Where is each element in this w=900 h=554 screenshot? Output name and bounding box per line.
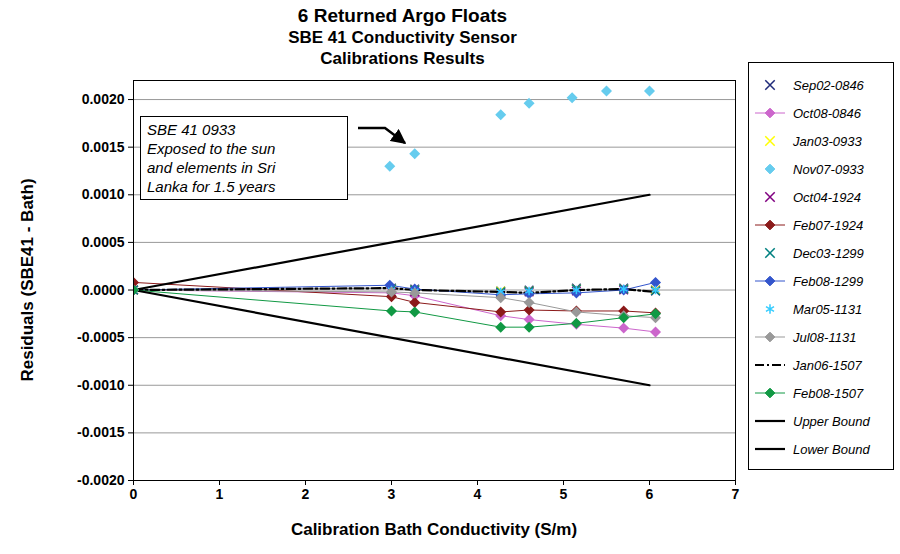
html-text:Oct04-1924: Oct04-1924: [793, 189, 861, 205]
html-text:Exposed to the sun: Exposed to the sun: [147, 140, 276, 157]
svg-text:4: 4: [474, 486, 482, 502]
svg-text:0.0010: 0.0010: [82, 186, 125, 202]
svg-text:5: 5: [560, 486, 568, 502]
svg-text:0.0000: 0.0000: [82, 282, 125, 298]
svg-text:0.0015: 0.0015: [82, 139, 125, 155]
svg-text:1: 1: [216, 486, 224, 502]
html-text:Residuals (SBE41 - Bath): Residuals (SBE41 - Bath): [18, 178, 37, 382]
html-text:and elements in Sri: and elements in Sri: [147, 159, 276, 176]
html-text:Lanka for 1.5 years: Lanka for 1.5 years: [147, 178, 276, 195]
html-text:SBE 41 0933: SBE 41 0933: [147, 121, 236, 138]
svg-text:-0.0005: -0.0005: [77, 329, 125, 345]
svg-text:-0.0020: -0.0020: [77, 472, 125, 488]
html-text:6 Returned Argo Floats: 6 Returned Argo Floats: [297, 5, 508, 26]
html-text:Calibrations Results: Calibrations Results: [320, 49, 485, 68]
html-text:Oct08-0846: Oct08-0846: [793, 105, 861, 121]
svg-text:3: 3: [388, 486, 396, 502]
svg-text:0.0020: 0.0020: [82, 91, 125, 107]
html-text:Nov07-0933: Nov07-0933: [793, 161, 864, 177]
svg-text:7: 7: [732, 486, 740, 502]
html-text:Lower Bound: Lower Bound: [793, 441, 870, 457]
html-text:Jan06-1507: Jan06-1507: [793, 357, 862, 373]
html-text:Upper Bound: Upper Bound: [793, 413, 870, 429]
html-text:SBE 41 Conductivity Sensor: SBE 41 Conductivity Sensor: [288, 28, 517, 47]
svg-text:2: 2: [302, 486, 310, 502]
html-text:Dec03-1299: Dec03-1299: [793, 245, 864, 261]
svg-text:0.0005: 0.0005: [82, 234, 125, 250]
svg-text:-0.0015: -0.0015: [77, 424, 125, 440]
html-text:Mar05-1131: Mar05-1131: [793, 301, 863, 317]
html-text:Sep02-0846: Sep02-0846: [793, 77, 864, 93]
svg-text:6: 6: [646, 486, 654, 502]
svg-text:-0.0010: -0.0010: [77, 377, 125, 393]
html-text:Feb08-1507: Feb08-1507: [793, 385, 864, 401]
html-text:Jul08-1131: Jul08-1131: [793, 329, 857, 345]
svg-text:0: 0: [130, 486, 138, 502]
html-text:Jan03-0933: Jan03-0933: [793, 133, 862, 149]
html-text:Feb08-1299: Feb08-1299: [793, 273, 864, 289]
html-text:Feb07-1924: Feb07-1924: [793, 217, 864, 233]
html-text:Calibration Bath Conductivity: Calibration Bath Conductivity (S/m): [290, 520, 578, 539]
